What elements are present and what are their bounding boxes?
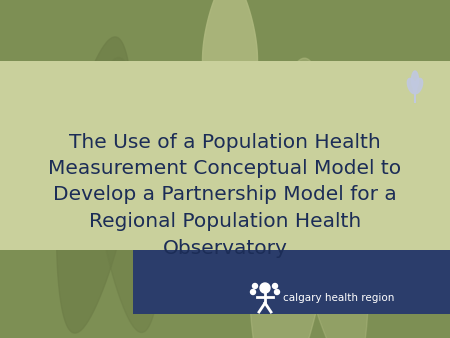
Bar xyxy=(133,250,450,314)
Circle shape xyxy=(274,290,279,294)
Circle shape xyxy=(260,283,270,293)
Polygon shape xyxy=(414,78,423,94)
Circle shape xyxy=(252,284,257,289)
Circle shape xyxy=(273,284,278,289)
Polygon shape xyxy=(248,58,332,338)
Polygon shape xyxy=(291,66,369,338)
Polygon shape xyxy=(411,71,418,89)
Polygon shape xyxy=(407,78,417,94)
Polygon shape xyxy=(96,57,164,333)
Polygon shape xyxy=(202,0,257,141)
Polygon shape xyxy=(57,37,133,333)
Bar xyxy=(0,61,450,250)
Circle shape xyxy=(251,290,256,294)
Text: calgary health region: calgary health region xyxy=(283,293,394,303)
Text: The Use of a Population Health
Measurement Conceptual Model to
Develop a Partner: The Use of a Population Health Measureme… xyxy=(49,132,401,258)
